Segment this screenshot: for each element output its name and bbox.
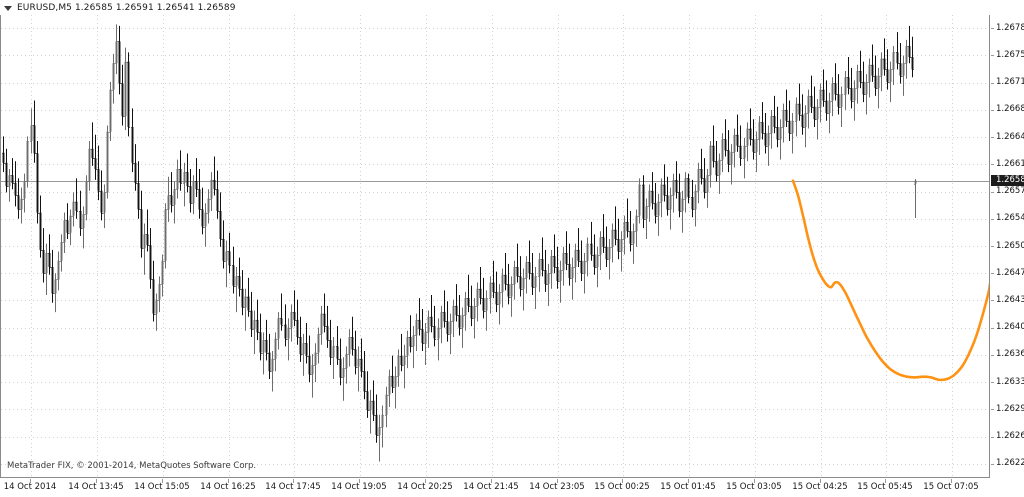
price-tick [991,164,994,166]
price-tick [991,218,994,220]
time-tick-label: 15 Oct 03:05 [726,482,782,492]
time-tick [820,479,821,483]
price-tick [991,327,994,329]
price-tick [991,300,994,302]
price-tick-label: 1.26365 [996,349,1024,360]
time-tick-label: 14 Oct 16:25 [200,482,256,492]
time-tick-label: 14 Oct 17:45 [265,482,321,492]
time-tick [293,479,294,483]
time-tick [96,479,97,483]
price-tick-label: 1.26295 [996,403,1024,414]
time-tick [491,479,492,483]
time-tick-label: 14 Oct 13:45 [68,482,124,492]
price-tick [991,382,994,384]
price-tick [991,82,994,84]
price-tick-label: 1.26715 [996,77,1024,88]
price-tick [991,354,994,356]
time-tick-label: 14 Oct 21:45 [463,482,519,492]
time-tick-label: 14 Oct 2014 [3,482,57,492]
time-tick [30,479,31,483]
time-tick [359,479,360,483]
price-tick-label: 1.26330 [996,376,1024,387]
time-tick [557,479,558,483]
copyright-label: MetaTrader FIX, © 2001-2014, MetaQuotes … [7,461,257,471]
price-tick [991,273,994,275]
price-tick-label: 1.26540 [996,213,1024,224]
time-tick-label: 15 Oct 01:45 [660,482,716,492]
chart-header: EURUSD,M5 1.26585 1.26591 1.26541 1.2658… [0,0,1024,15]
price-tick-label: 1.26785 [996,22,1024,33]
price-tick [991,463,994,465]
time-tick [754,479,755,483]
time-tick-label: 14 Oct 15:05 [134,482,190,492]
price-tick [991,28,994,30]
price-tick-label: 1.26470 [996,267,1024,278]
time-tick-label: 14 Oct 20:25 [397,482,453,492]
price-tick [991,409,994,411]
time-tick-label: 14 Oct 23:05 [529,482,585,492]
time-tick [228,479,229,483]
time-tick [951,479,952,483]
price-tick-label: 1.26645 [996,131,1024,142]
time-tick [425,479,426,483]
time-tick-label: 15 Oct 05:45 [857,482,913,492]
symbol-quote-label: EURUSD,M5 1.26585 1.26591 1.26541 1.2658… [17,2,236,13]
time-tick-label: 15 Oct 07:05 [923,482,979,492]
time-tick [622,479,623,483]
current-price-badge: 1.26589 [991,175,1024,187]
price-tick [991,246,994,247]
price-tick-label: 1.26610 [996,158,1024,169]
chevron-down-icon[interactable] [4,5,12,11]
price-tick-label: 1.26750 [996,49,1024,60]
time-tick [688,479,689,483]
price-tick-label: 1.26400 [996,322,1024,333]
price-tick-label: 1.26575 [996,186,1024,197]
time-tick-label: 14 Oct 19:05 [331,482,387,492]
time-scale-axis[interactable]: 14 Oct 2014 14 Oct 13:45 14 Oct 15:05 14 Oc… [0,479,990,497]
price-tick-label: 1.26680 [996,104,1024,115]
price-tick [991,55,994,57]
time-tick-label: 15 Oct 00:25 [594,482,650,492]
price-tick-label: 1.26225 [996,458,1024,469]
time-tick [885,479,886,483]
chart-plot-area[interactable] [0,15,990,478]
price-tick-label: 1.26505 [996,240,1024,251]
time-tick-label: 15 Oct 04:25 [792,482,848,492]
price-tick [991,137,994,139]
price-tick [991,191,994,193]
price-tick-label: 1.26435 [996,294,1024,305]
price-tick [991,109,994,111]
price-tick [991,436,994,438]
time-tick [162,479,163,483]
price-scale-axis[interactable]: 1.26589 1.26785 1.26750 1.26715 1.26680 1.26… [991,15,1024,478]
chart-data-layer [2,24,989,462]
price-tick-label: 1.26260 [996,431,1024,442]
